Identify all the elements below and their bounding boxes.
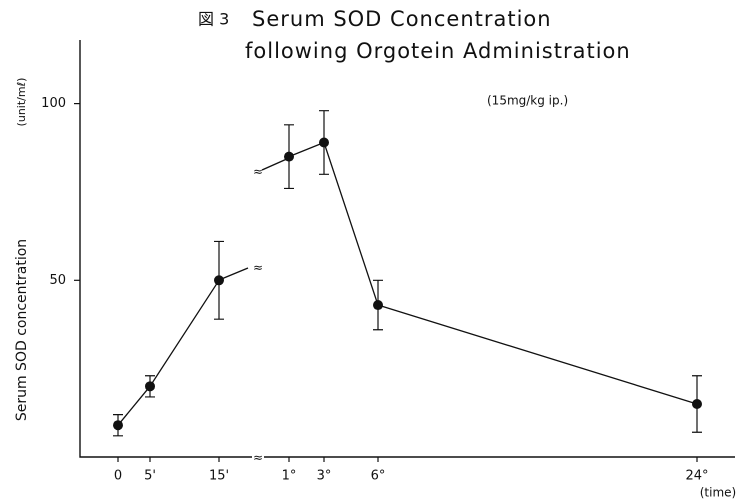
y-unit: (unit/mℓ) [15,78,28,127]
data-point [284,151,294,162]
y-tick-label: 100 [41,96,66,111]
x-axis-label: (time) [700,486,736,500]
x-tick-label: 1° [282,469,297,484]
annotation: (15mg/kg ip.) [487,94,568,108]
x-tick-label: 24° [685,469,708,484]
line-break: ≈ [253,261,263,275]
y-axis-label: Serum SOD concentration [14,239,30,421]
data-point [214,275,224,286]
line-break-stub [218,157,290,281]
data-point [373,300,383,311]
line-break: ≈ [253,165,263,179]
data-point [319,137,329,148]
x-tick-label: 0 [114,469,122,484]
chart-subtitle: following Orgotein Administration [245,39,631,63]
axis-break: ≈ [253,451,263,465]
data-point [145,381,155,392]
axes [79,40,735,458]
x-tick-label: 6° [371,469,386,484]
x-tick-label: 3° [317,469,332,484]
series-line [117,279,220,426]
x-tick-label: 15' [209,469,229,484]
chart-title: Serum SOD Concentration [252,7,552,31]
y-tick-label: 50 [49,273,66,288]
figure-label: 図 3 [198,10,229,29]
x-tick-label: 5' [144,469,156,484]
series-line [288,141,698,405]
data-point [113,420,123,431]
data-point [692,398,702,409]
